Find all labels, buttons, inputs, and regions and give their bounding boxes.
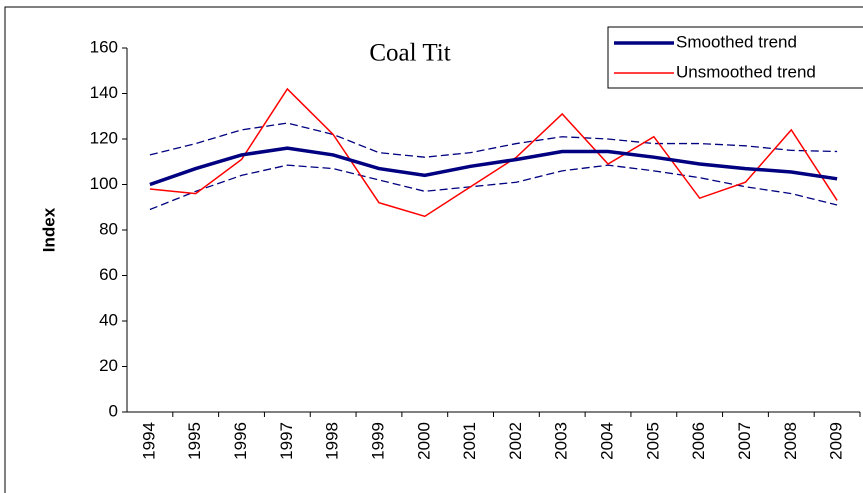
x-tick-label: 2007 [735,422,754,460]
x-tick-label: 2003 [552,422,571,460]
series-line [149,146,838,187]
y-tick-label: 160 [90,37,118,56]
chart-title: Coal Tit [369,40,450,67]
y-tick-label: 60 [99,265,118,284]
x-tick-label: 2000 [414,422,433,460]
y-tick-label: 80 [99,219,118,238]
y-tick-label: 140 [90,83,118,102]
x-tick-label: 2005 [643,422,662,460]
y-axis-label: Index [39,207,58,252]
y-tick-label: 40 [99,310,118,329]
x-tick-label: 1996 [231,422,250,460]
x-tick-label: 2008 [781,422,800,460]
x-tick-label: 1994 [139,422,158,460]
chart-frame [4,6,863,493]
legend-box [607,26,863,89]
y-tick-label: 20 [99,356,118,375]
x-tick-label: 2002 [506,422,525,460]
x-tick-label: 1995 [185,422,204,460]
x-tick-label: 2009 [827,422,846,460]
legend-label: Smoothed trend [676,32,797,51]
y-tick-label: 0 [109,401,118,420]
y-tick-label: 100 [90,174,118,193]
y-tick-label: 120 [90,128,118,147]
confidence-band [149,122,838,158]
x-tick-label: 1997 [277,422,296,460]
confidence-band [149,164,838,211]
x-tick-label: 2006 [689,422,708,460]
legend-label: Unsmoothed trend [676,62,816,81]
x-tick-label: 2004 [598,422,617,460]
x-tick-label: 1999 [368,422,387,460]
x-tick-label: 2001 [460,422,479,460]
x-tick-label: 1998 [323,422,342,460]
series-line [149,87,838,218]
